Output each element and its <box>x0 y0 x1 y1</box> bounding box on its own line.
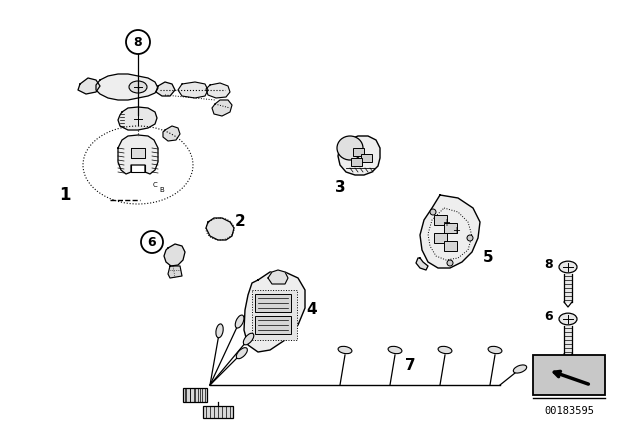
Text: 00183595: 00183595 <box>544 406 594 416</box>
Ellipse shape <box>559 261 577 273</box>
Ellipse shape <box>388 346 402 353</box>
Polygon shape <box>244 272 305 352</box>
Bar <box>255 316 291 334</box>
Polygon shape <box>164 244 185 266</box>
Ellipse shape <box>438 346 452 353</box>
Polygon shape <box>268 270 288 284</box>
Text: B: B <box>159 187 164 193</box>
Ellipse shape <box>236 315 244 328</box>
Polygon shape <box>564 274 572 302</box>
Polygon shape <box>78 78 100 94</box>
Bar <box>353 148 364 156</box>
Polygon shape <box>118 135 158 174</box>
Ellipse shape <box>338 346 352 353</box>
Bar <box>434 233 447 243</box>
Text: C: C <box>152 182 157 188</box>
Text: 6: 6 <box>148 236 156 249</box>
Ellipse shape <box>488 346 502 353</box>
Bar <box>533 355 605 395</box>
Polygon shape <box>168 266 182 278</box>
Polygon shape <box>118 107 157 130</box>
Polygon shape <box>416 258 428 270</box>
Text: 7: 7 <box>404 358 415 372</box>
Bar <box>361 154 372 162</box>
Polygon shape <box>156 82 175 96</box>
Polygon shape <box>212 100 232 116</box>
Text: 3: 3 <box>335 181 346 195</box>
Polygon shape <box>206 83 230 98</box>
Ellipse shape <box>129 81 147 93</box>
Polygon shape <box>564 326 572 354</box>
Text: +: + <box>442 218 450 228</box>
Text: 2: 2 <box>235 215 245 229</box>
Bar <box>444 223 457 233</box>
Text: 8: 8 <box>545 258 554 271</box>
Ellipse shape <box>216 324 223 338</box>
Polygon shape <box>131 148 145 158</box>
Bar <box>444 241 457 251</box>
Polygon shape <box>338 136 380 175</box>
Circle shape <box>467 235 473 241</box>
Bar <box>252 290 297 340</box>
Ellipse shape <box>236 348 247 359</box>
Polygon shape <box>420 195 480 268</box>
Bar <box>255 294 291 312</box>
Ellipse shape <box>243 333 254 345</box>
Bar <box>183 388 207 402</box>
Polygon shape <box>206 218 234 240</box>
Circle shape <box>430 209 436 215</box>
Ellipse shape <box>513 365 527 373</box>
Text: 4: 4 <box>307 302 317 318</box>
Circle shape <box>447 260 453 266</box>
Text: 5: 5 <box>483 250 493 266</box>
Polygon shape <box>96 74 158 100</box>
Ellipse shape <box>559 313 577 325</box>
Bar <box>203 406 233 418</box>
Text: 6: 6 <box>545 310 554 323</box>
Polygon shape <box>163 126 180 141</box>
Text: +: + <box>452 226 460 236</box>
Ellipse shape <box>337 136 363 160</box>
Text: 8: 8 <box>134 35 142 48</box>
Bar <box>351 158 362 166</box>
Polygon shape <box>178 82 208 98</box>
Bar <box>434 215 447 225</box>
Text: 1: 1 <box>60 186 71 204</box>
